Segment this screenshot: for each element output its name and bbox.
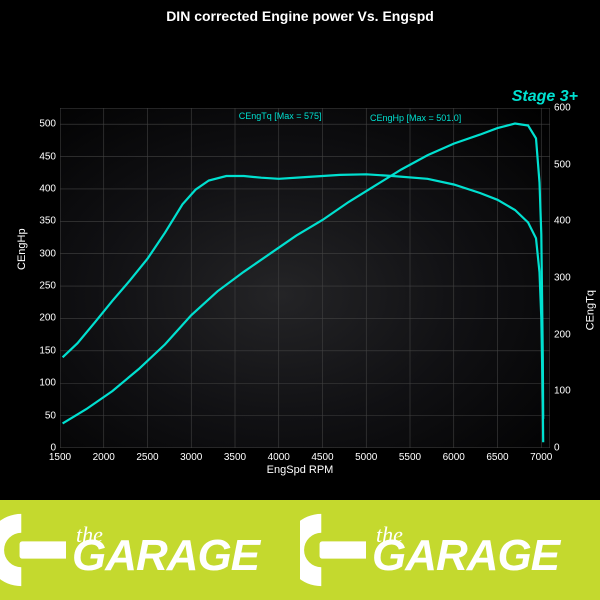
- logo-garage: GARAGE: [372, 539, 559, 573]
- footer-logos: the GARAGE the GARAGE: [0, 500, 600, 600]
- data-series: [60, 108, 550, 448]
- plot-container: CEngTq [Max = 575] CEngHp [Max = 501.0]: [60, 108, 550, 448]
- y-right-axis-label: CEngTq: [584, 290, 596, 330]
- logo-2: the GARAGE: [300, 500, 600, 600]
- dyno-chart-area: DIN corrected Engine power Vs. Engspd St…: [0, 0, 600, 500]
- series-label-power: CEngHp [Max = 501.0]: [370, 113, 461, 123]
- wrench-icon: [0, 507, 66, 593]
- chart-title: DIN corrected Engine power Vs. Engspd: [0, 8, 600, 24]
- wrench-icon: [300, 507, 366, 593]
- logo-garage: GARAGE: [72, 539, 259, 573]
- x-axis-label: EngSpd RPM: [0, 464, 600, 476]
- logo-1: the GARAGE: [0, 500, 300, 600]
- series-label-torque: CEngTq [Max = 575]: [239, 111, 322, 121]
